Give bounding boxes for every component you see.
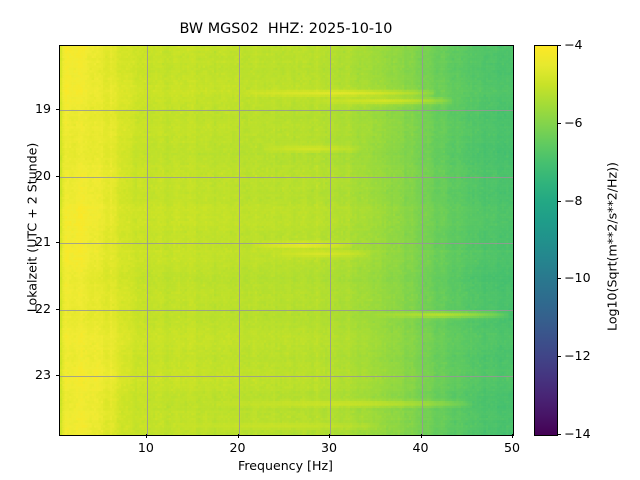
- spectrogram-image: [60, 46, 513, 435]
- spectrogram-plot[interactable]: [59, 45, 514, 436]
- colorbar-tick-mark: [557, 434, 561, 435]
- y-tick-label: 20: [34, 167, 51, 183]
- colorbar-gradient: [535, 46, 557, 435]
- y-axis-label: Lokalzeit (UTC + 2 Stunde): [24, 142, 40, 313]
- y-tick-mark: [55, 242, 59, 243]
- y-tick-mark: [55, 308, 59, 310]
- y-tick-label: 21: [34, 234, 51, 249]
- colorbar-tick-mark: [557, 200, 561, 202]
- colorbar-tick-label: −10: [564, 270, 591, 286]
- x-tick-label: 50: [503, 440, 521, 455]
- x-tick-label: 20: [229, 440, 246, 455]
- x-tick-mark: [420, 434, 422, 438]
- x-tick-mark: [329, 434, 330, 438]
- colorbar[interactable]: [534, 45, 558, 436]
- y-tick-mark: [55, 109, 59, 110]
- x-tick-mark: [145, 434, 147, 438]
- colorbar-tick-label: −12: [564, 348, 591, 364]
- x-tick-label: 10: [137, 440, 154, 455]
- x-axis-label: Frequency [Hz]: [238, 458, 333, 473]
- colorbar-tick-label: −14: [564, 426, 591, 441]
- x-tick-label: 40: [412, 440, 429, 455]
- y-tick-label: 23: [34, 367, 51, 382]
- x-tick-mark: [237, 434, 239, 438]
- y-tick-label: 19: [34, 101, 51, 116]
- x-tick-label: 30: [320, 440, 338, 455]
- x-tick-mark: [512, 434, 513, 438]
- colorbar-tick-mark: [557, 356, 561, 358]
- y-tick-mark: [55, 175, 59, 177]
- y-tick-label: 22: [34, 300, 51, 316]
- colorbar-tick-label: −6: [564, 114, 583, 130]
- colorbar-tick-mark: [557, 122, 561, 124]
- colorbar-tick-label: −4: [564, 37, 583, 52]
- colorbar-tick-mark: [557, 278, 561, 280]
- gridline-vertical: [513, 46, 514, 435]
- page-title: BW MGS02 HHZ: 2025-10-10: [179, 21, 393, 37]
- colorbar-label: Log10(Sqrt(m**2/s**2/Hz)): [604, 162, 620, 331]
- colorbar-tick-label: −8: [564, 192, 583, 208]
- colorbar-tick-mark: [557, 45, 561, 46]
- y-tick-mark: [55, 375, 59, 376]
